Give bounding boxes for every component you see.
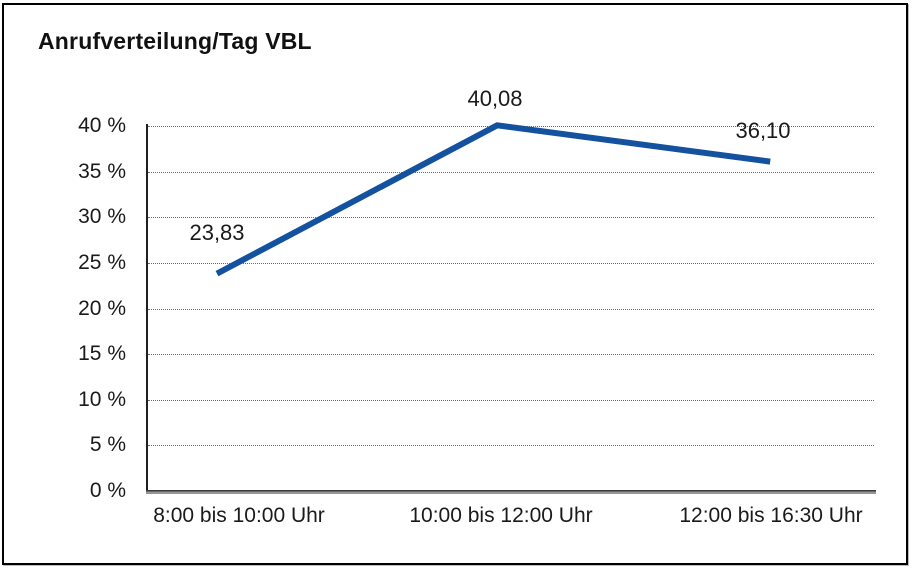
gridline-35: [148, 172, 874, 173]
gridline-25: [148, 263, 874, 264]
chart-title: Anrufverteilung/Tag VBL: [38, 28, 312, 54]
chart-frame: [2, 3, 908, 565]
gridline-30: [148, 217, 874, 218]
gridline-20: [148, 309, 874, 310]
y-tick-label: 30 %: [78, 205, 126, 228]
y-tick-label: 5 %: [89, 433, 126, 456]
y-tick-label: 40 %: [78, 114, 126, 137]
x-tick-label: 8:00 bis 10:00 Uhr: [153, 504, 325, 527]
y-axis-line: [146, 124, 148, 491]
data-point-label: 36,10: [735, 118, 791, 143]
y-tick-label: 35 %: [78, 160, 126, 183]
y-tick-label: 15 %: [78, 342, 126, 365]
y-tick-label: 10 %: [78, 388, 126, 411]
data-point-label: 23,83: [189, 220, 245, 245]
y-tick-label: 0 %: [89, 479, 126, 502]
gridline-15: [148, 354, 874, 355]
x-tick-label: 10:00 bis 12:00 Uhr: [409, 504, 593, 527]
plot-area: 23,83 40,08 36,10: [146, 87, 876, 494]
line-path: [215, 122, 771, 277]
line-series: [215, 122, 771, 277]
y-tick-label: 25 %: [78, 251, 126, 274]
data-point-label: 40,08: [467, 86, 523, 111]
y-tick-label: 20 %: [78, 297, 126, 320]
gridline-5: [148, 445, 874, 446]
x-tick-label: 12:00 bis 16:30 Uhr: [679, 504, 863, 527]
x-axis-line: [146, 490, 876, 494]
gridline-10: [148, 400, 874, 401]
